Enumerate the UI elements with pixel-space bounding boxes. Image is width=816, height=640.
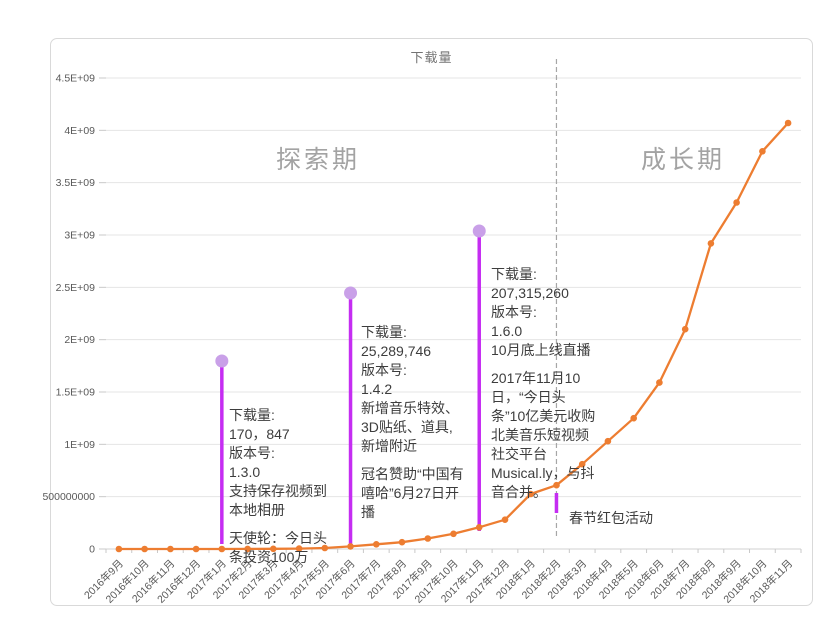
annotation-2017-01-funding-note: 天使轮：今日头 条投资100万 (229, 530, 327, 565)
data-point-marker (295, 545, 303, 552)
data-point-marker (553, 481, 560, 489)
data-point-marker (424, 535, 432, 542)
data-point-marker (270, 545, 277, 553)
event-marker-dot (344, 286, 358, 300)
annotation-2017-06-sponsor-note: 冠名赞助“中国有 嘻哈”6月27日开 播 (361, 466, 464, 520)
y-axis-label: 3E+09 (64, 229, 95, 241)
data-point-marker (604, 437, 612, 445)
y-axis-label: 500000000 (42, 491, 95, 503)
data-point-marker (218, 545, 226, 553)
annotation-2017-01-release-note: 下载量: 170，847 版本号: 1.3.0 支持保存视频到 本地相册 (229, 407, 327, 518)
y-axis-label: 0 (89, 544, 95, 556)
annotation-2017-11: 下载量: 207,315,260 版本号: 1.6.0 10月底上线直播 201… (491, 246, 631, 521)
data-point-marker (656, 379, 663, 386)
annotation-2017-01: 下载量: 170，847 版本号: 1.3.0 支持保存视频到 本地相册 天使轮… (229, 387, 369, 586)
data-point-marker (167, 545, 174, 553)
phase-label-exploration: 探索期 (276, 146, 361, 174)
downloads-line-chart: 0 500000000 1E+09 1.5E+09 2E+09 2.5E+09 3E+09 3… (42, 59, 802, 606)
data-point-marker (784, 119, 792, 127)
y-axis-label: 1.5E+09 (56, 386, 96, 398)
y-axis-label: 2E+09 (64, 334, 95, 346)
data-point-marker (141, 545, 148, 553)
event-marker-dot (472, 224, 486, 238)
chart-title: 下载量 (410, 50, 453, 65)
y-axis-label: 4.5E+09 (56, 72, 96, 84)
data-point-marker (347, 543, 354, 550)
data-point-marker (733, 199, 740, 206)
event-marker-dot (215, 354, 229, 368)
y-axis-label: 1E+09 (64, 439, 95, 451)
annotation-2017-11-acquisition-note: 2017年11月10 日，“今日头 条”10亿美元收购 北美音乐短视频 社交平台… (491, 370, 596, 500)
data-point-marker (707, 240, 715, 247)
y-axis-label: 2.5E+09 (56, 282, 96, 294)
data-point-marker (373, 541, 380, 548)
data-point-marker (450, 530, 457, 538)
data-point-marker (527, 490, 534, 498)
data-point-marker (115, 545, 123, 553)
annotation-2017-06: 下载量: 25,289,746 版本号: 1.4.2 新增音乐特效、 3D贴纸、… (361, 304, 501, 541)
data-point-marker (759, 148, 766, 155)
data-point-marker (501, 516, 509, 523)
downloads-chart-frame: 0 500000000 1E+09 1.5E+09 2E+09 2.5E+09 3E+09 3… (42, 38, 813, 606)
data-point-marker (321, 544, 329, 552)
y-axis-label: 4E+09 (64, 125, 95, 137)
y-axis-label: 3.5E+09 (56, 177, 96, 189)
data-point-marker (681, 325, 689, 333)
data-point-marker (475, 524, 483, 531)
annotation-2018-02: 春节红包活动 (569, 490, 679, 528)
data-point-marker (192, 545, 200, 553)
annotation-2017-11-release-note: 下载量: 207,315,260 版本号: 1.6.0 10月底上线直播 (491, 266, 591, 358)
data-point-marker (244, 545, 251, 553)
phase-label-growth: 成长期 (641, 146, 726, 174)
data-point-marker (630, 414, 637, 422)
annotation-2018-02-event-note: 春节红包活动 (569, 510, 653, 526)
annotation-2017-06-release-note: 下载量: 25,289,746 版本号: 1.4.2 新增音乐特效、 3D贴纸、… (361, 324, 459, 454)
data-point-marker (398, 538, 406, 546)
data-point-marker (578, 460, 586, 468)
